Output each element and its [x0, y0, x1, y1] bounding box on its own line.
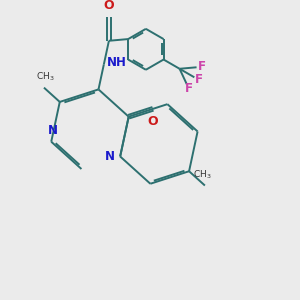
Text: N: N — [48, 124, 58, 137]
Text: F: F — [185, 82, 193, 95]
Text: O: O — [103, 0, 114, 12]
Text: F: F — [198, 60, 206, 73]
Text: O: O — [148, 115, 158, 128]
Text: CH$_3$: CH$_3$ — [36, 71, 55, 83]
Text: NH: NH — [107, 56, 127, 70]
Text: CH$_3$: CH$_3$ — [193, 169, 211, 181]
Text: N: N — [105, 150, 115, 163]
Text: F: F — [195, 74, 203, 86]
